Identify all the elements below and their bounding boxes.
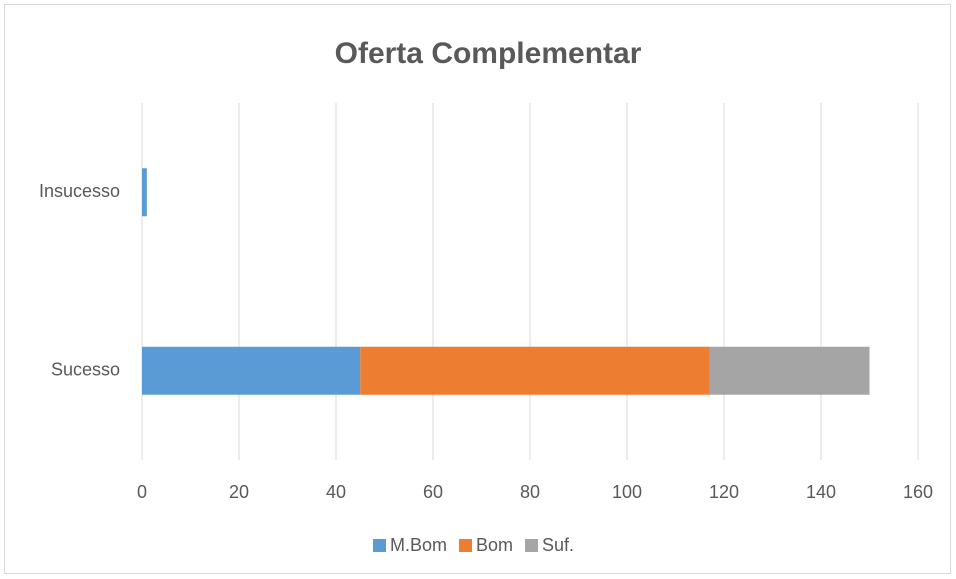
legend-swatch	[525, 539, 539, 552]
x-tick-label: 80	[520, 482, 540, 502]
bar	[360, 346, 710, 395]
x-tick-label: 160	[903, 482, 933, 502]
y-tick-label: Insucesso	[39, 181, 120, 201]
x-tick-label: 0	[137, 482, 147, 502]
x-tick-label: 20	[229, 482, 249, 502]
legend-label: M.Bom	[390, 535, 447, 555]
bar	[709, 346, 870, 395]
x-tick-label: 100	[612, 482, 642, 502]
bar	[142, 168, 147, 217]
legend-swatch	[373, 539, 386, 552]
legend-label: Suf.	[542, 535, 574, 555]
x-tick-label: 140	[806, 482, 836, 502]
chart-border	[4, 4, 951, 574]
x-tick-label: 60	[423, 482, 443, 502]
bar	[142, 346, 361, 395]
y-tick-label: Sucesso	[51, 360, 120, 380]
chart-title: Oferta Complementar	[335, 37, 642, 70]
legend-label: Bom	[476, 535, 513, 555]
x-tick-label: 120	[709, 482, 739, 502]
legend-swatch	[459, 539, 473, 552]
x-tick-label: 40	[326, 482, 346, 502]
